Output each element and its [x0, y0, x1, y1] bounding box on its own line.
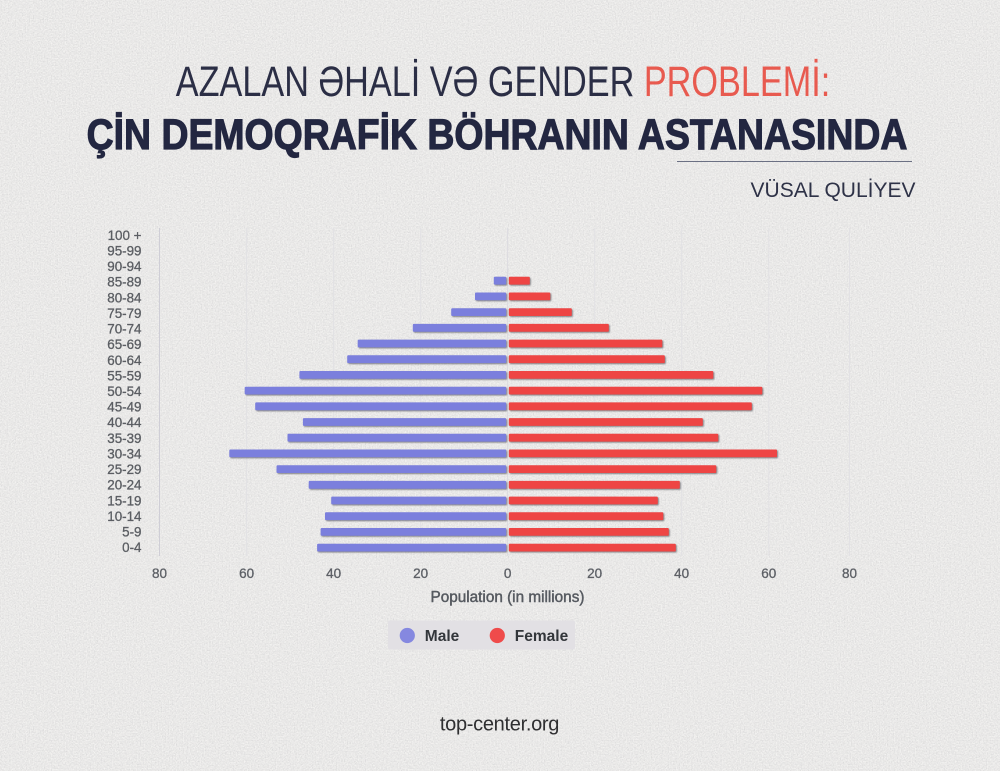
svg-text:60-64: 60-64	[107, 353, 142, 368]
svg-text:0-4: 0-4	[122, 540, 142, 555]
svg-text:55-59: 55-59	[107, 368, 141, 383]
svg-text:20: 20	[587, 566, 602, 581]
svg-text:60: 60	[761, 566, 776, 581]
svg-text:10-14: 10-14	[107, 509, 142, 524]
svg-text:40: 40	[674, 566, 689, 581]
svg-text:100 +: 100 +	[108, 228, 142, 243]
svg-text:Population (in millions): Population (in millions)	[431, 589, 585, 606]
svg-text:60: 60	[239, 566, 254, 581]
svg-text:85-89: 85-89	[107, 275, 141, 290]
svg-text:65-69: 65-69	[107, 337, 141, 352]
svg-text:30-34: 30-34	[107, 447, 142, 462]
svg-text:15-19: 15-19	[107, 493, 141, 508]
svg-text:25-29: 25-29	[107, 462, 141, 477]
svg-text:20: 20	[413, 566, 428, 581]
svg-text:Male: Male	[425, 628, 460, 645]
svg-text:5-9: 5-9	[122, 525, 141, 540]
svg-text:45-49: 45-49	[107, 400, 141, 415]
svg-text:70-74: 70-74	[107, 322, 142, 337]
svg-text:80: 80	[842, 566, 857, 581]
svg-text:40: 40	[326, 566, 341, 581]
svg-text:20-24: 20-24	[107, 478, 142, 493]
svg-text:80-84: 80-84	[107, 290, 142, 305]
svg-text:Female: Female	[515, 628, 569, 645]
svg-text:75-79: 75-79	[107, 306, 141, 321]
svg-text:80: 80	[152, 566, 167, 581]
svg-text:40-44: 40-44	[107, 415, 142, 430]
svg-text:top-center.org: top-center.org	[440, 714, 559, 736]
svg-text:90-94: 90-94	[107, 259, 142, 274]
svg-text:35-39: 35-39	[107, 431, 141, 446]
svg-text:0: 0	[504, 566, 512, 581]
svg-text:95-99: 95-99	[107, 243, 141, 258]
svg-text:50-54: 50-54	[107, 384, 142, 399]
